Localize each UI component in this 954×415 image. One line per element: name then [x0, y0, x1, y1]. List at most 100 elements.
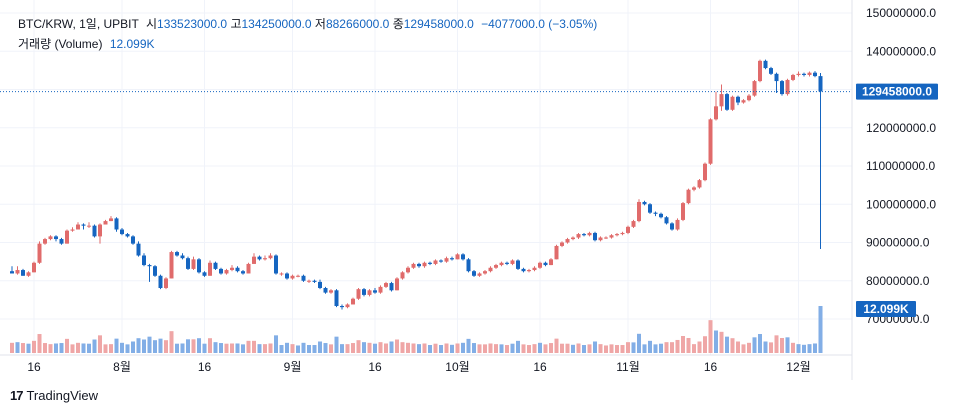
volume-bar — [37, 334, 42, 353]
symbol-label: BTC/KRW, 1일, UPBIT — [18, 17, 139, 31]
volume-bar — [175, 343, 179, 353]
candle-body — [455, 254, 460, 260]
volume-bar — [114, 338, 119, 353]
candle-body — [774, 73, 779, 82]
volume-bar — [285, 342, 289, 353]
candle-body — [92, 225, 97, 237]
candle-body — [477, 273, 482, 276]
candle-body — [681, 203, 685, 220]
volume-bar — [686, 337, 691, 353]
candle-body — [125, 234, 130, 237]
time-tick-label: 10월 — [445, 360, 469, 374]
time-tick-label: 16 — [533, 360, 547, 374]
candle-body — [483, 271, 487, 274]
volume-bar — [164, 340, 168, 353]
volume-bar — [268, 343, 273, 353]
candle-body — [422, 262, 427, 267]
volume-bar — [428, 345, 432, 353]
candle-body — [109, 218, 113, 222]
volume-bar — [252, 340, 256, 353]
volume-bar — [81, 343, 86, 353]
low-value: 88266000.0 — [325, 17, 390, 31]
candle-body — [642, 201, 647, 205]
candle-body — [730, 96, 735, 110]
volume-bar — [433, 343, 438, 353]
candle-body — [659, 213, 663, 218]
candle-body — [593, 232, 597, 241]
candle-body — [675, 219, 680, 230]
candle-body — [323, 288, 328, 293]
current-price-label: 129458000.0 — [862, 85, 932, 99]
candle-body — [736, 96, 740, 103]
volume-bar — [213, 342, 218, 353]
volume-bar — [736, 341, 740, 353]
candle-body — [32, 262, 36, 273]
volume-bar — [571, 344, 575, 353]
ohlc-legend: BTC/KRW, 1일, UPBIT 시133523000.0 고1342500… — [18, 15, 597, 32]
volume-bar — [796, 344, 801, 353]
volume-bar — [54, 343, 58, 353]
volume-bar — [560, 343, 564, 353]
volume-bar — [697, 341, 702, 353]
volume-bar — [615, 345, 619, 353]
candle-body — [670, 223, 674, 230]
volume-bar — [582, 345, 586, 353]
volume-bar — [505, 345, 509, 353]
volume-bar — [290, 344, 295, 353]
volume-bar — [637, 333, 641, 353]
candle-body — [120, 229, 124, 235]
volume-bar — [791, 342, 795, 353]
volume-legend: 거래량 (Volume) 12.099K — [18, 35, 155, 52]
open-label: 시 — [145, 17, 158, 31]
candle-body — [466, 259, 471, 272]
volume-bar — [356, 340, 361, 353]
candle-body — [389, 283, 394, 291]
candle-body — [752, 81, 757, 96]
candle-body — [576, 234, 581, 238]
low-label: 저 — [314, 17, 326, 31]
volume-bar — [758, 334, 762, 353]
current-volume-tag: 12.099K — [856, 301, 916, 317]
candle-body — [285, 273, 289, 279]
volume-bar — [769, 342, 773, 353]
candle-body — [290, 275, 295, 279]
candle-body — [142, 255, 146, 266]
volume-bar — [692, 344, 696, 353]
volume-bar — [455, 343, 460, 353]
high-value: 134250000.0 — [241, 17, 312, 31]
volume-bar — [499, 344, 504, 353]
candle-body — [131, 236, 135, 244]
volume-bar — [593, 341, 597, 353]
candle-body — [158, 275, 163, 289]
candle-body — [648, 204, 652, 213]
candle-body — [15, 270, 20, 274]
volume-bar — [246, 340, 251, 353]
volume-bar — [422, 343, 427, 353]
candle-body — [186, 258, 190, 269]
volume-bar — [329, 344, 333, 353]
volume-bar — [136, 338, 141, 353]
open-value: 133523000.0 — [157, 17, 228, 31]
candle-body — [378, 286, 383, 293]
time-tick-label: 16 — [704, 360, 718, 374]
candle-body — [373, 290, 377, 293]
tradingview-footer[interactable]: 17 TradingView — [10, 388, 98, 403]
candle-body — [604, 237, 608, 239]
volume-bar — [384, 343, 388, 353]
time-axis[interactable]: 16 8월 16 9월 16 10월 16 11월 16 12월 — [27, 360, 810, 374]
candle-body — [461, 254, 465, 260]
volume-bar — [26, 343, 31, 353]
volume-bar — [620, 345, 625, 353]
candle-body — [257, 256, 262, 260]
tradingview-logo-icon: 17 — [10, 388, 24, 403]
candle-body — [26, 272, 31, 276]
volume-bar — [10, 342, 14, 353]
price-axis[interactable]: 150000000.0140000000.0130000000.01200000… — [866, 6, 936, 326]
candle-body — [807, 72, 812, 75]
volume-bar — [510, 343, 515, 353]
candle-body — [719, 94, 724, 107]
volume-bar — [604, 345, 608, 353]
candle-body — [626, 226, 630, 233]
candle-body — [98, 224, 102, 237]
